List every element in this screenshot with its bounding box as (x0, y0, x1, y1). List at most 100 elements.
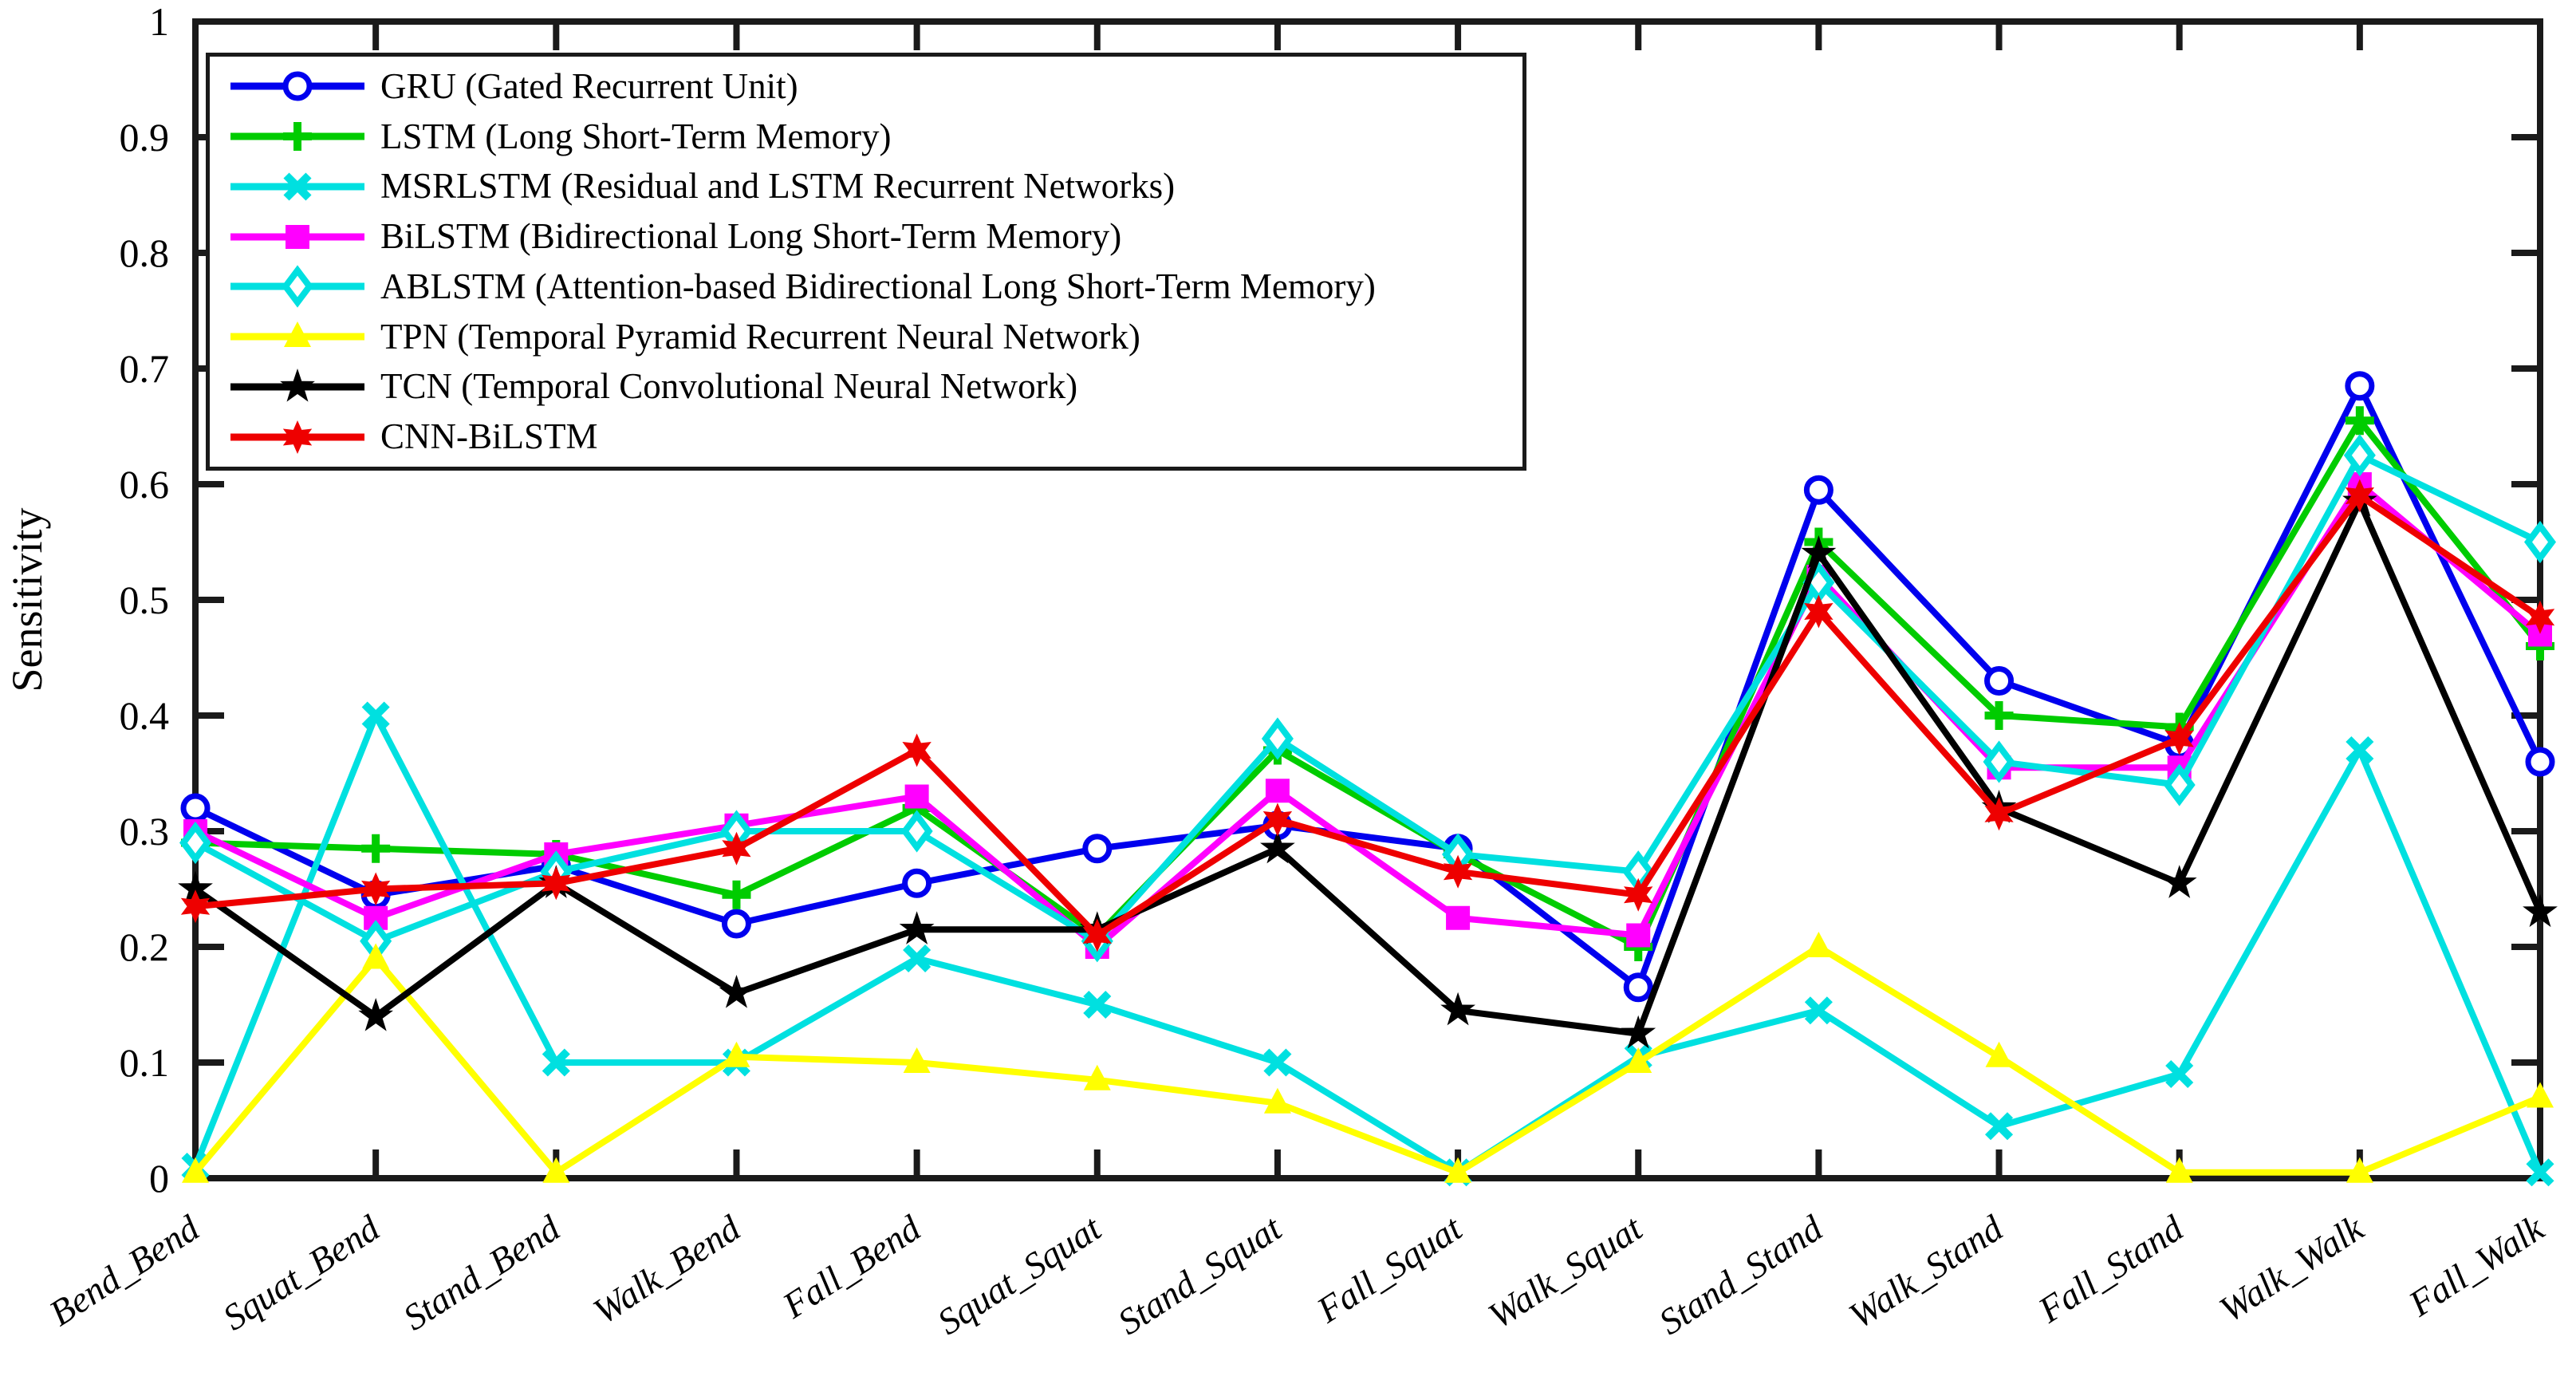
data-point-marker (900, 810, 933, 853)
data-point-marker (2524, 520, 2556, 564)
data-point-marker (1260, 830, 1295, 864)
legend: GRU (Gated Recurrent Unit) LSTM (Long Sho… (206, 53, 1526, 471)
series-line (194, 481, 2543, 950)
data-point-marker (1263, 1087, 1291, 1114)
series-line (195, 492, 2543, 939)
data-point-marker (2165, 1157, 2193, 1183)
legend-marker-sample (230, 71, 364, 101)
legend-item-label: CNN-BiLSTM (380, 416, 598, 457)
legend-item-label: LSTM (Long Short-Term Memory) (380, 116, 892, 156)
x-tick-label: Squat_Bend (215, 1207, 387, 1338)
data-point-marker (723, 1041, 750, 1067)
data-point-marker (2164, 722, 2194, 755)
data-point-marker (1984, 666, 2015, 696)
data-point-marker (1801, 535, 1837, 569)
data-point-marker (180, 889, 211, 924)
data-point-marker (2161, 865, 2197, 898)
data-point-marker (1262, 802, 1293, 837)
legend-item-label: BiLSTM (Bidirectional Long Short-Term Me… (380, 216, 1122, 257)
legend-item: GRU (Gated Recurrent Unit) (226, 63, 1522, 109)
legend-marker-sample (230, 368, 364, 402)
data-point-marker (1626, 923, 1651, 948)
data-point-marker (1440, 992, 1475, 1026)
data-point-marker (902, 733, 932, 767)
x-tick-label: Walk_Squat (1481, 1207, 1650, 1336)
x-tick-label: Fall_Bend (775, 1207, 928, 1327)
legend-marker-sample (230, 172, 364, 201)
data-point-marker (1805, 932, 1833, 957)
legend-marker-sample (230, 224, 364, 249)
x-tick-label: Walk_Walk (2212, 1207, 2372, 1331)
data-point-marker (179, 821, 211, 865)
data-point-marker (2165, 1059, 2194, 1089)
series-star5 (178, 483, 2558, 1049)
data-point-marker (902, 868, 932, 898)
data-point-marker (1625, 1047, 1652, 1073)
data-point-marker (1623, 972, 1653, 1003)
x-tick-label: Squat_Squat (930, 1207, 1109, 1343)
y-axis-label: Sensitivity (3, 507, 51, 692)
data-point-marker (1443, 854, 1473, 889)
legend-item: BiLSTM (Bidirectional Long Short-Term Me… (226, 214, 1522, 260)
series-line (192, 712, 2543, 1176)
y-tick-label: 0.6 (120, 462, 170, 507)
y-tick-label: 1 (149, 0, 169, 44)
data-point-marker (1984, 797, 2014, 831)
y-tick-label: 0.7 (120, 346, 170, 391)
data-point-marker (2527, 1082, 2554, 1108)
data-point-marker (1804, 996, 1833, 1025)
legend-marker-sample (230, 265, 364, 309)
legend-item: TPN (Temporal Pyramid Recurrent Neural N… (226, 313, 1522, 360)
data-point-marker (1621, 1015, 1656, 1049)
data-point-marker (2525, 747, 2555, 777)
data-point-marker (182, 1157, 209, 1183)
data-point-marker (2346, 1157, 2373, 1183)
data-point-marker (1265, 779, 1290, 803)
data-point-marker (178, 870, 213, 905)
series-line (194, 382, 2543, 991)
data-point-marker (2345, 371, 2375, 401)
series-line (194, 451, 2542, 944)
legend-item: ABLSTM (Attention-based Bidirectional Lo… (226, 263, 1522, 310)
data-point-marker (1083, 990, 1112, 1019)
data-point-marker (1803, 475, 1834, 505)
legend-item-label: MSRLSTM (Residual and LSTM Recurrent Net… (380, 166, 1176, 207)
series-diamond (179, 434, 2556, 963)
y-tick-label: 0.8 (120, 231, 170, 275)
data-point-marker (899, 911, 935, 944)
data-point-marker (2163, 763, 2196, 806)
x-tick-label: Walk_Bend (586, 1207, 748, 1331)
data-point-marker (719, 975, 754, 1008)
data-point-marker (2345, 479, 2374, 513)
data-point-marker (361, 701, 390, 730)
legend-item-label: ABLSTM (Attention-based Bidirectional Lo… (380, 266, 1376, 306)
y-tick-label: 0.3 (120, 809, 170, 854)
data-point-marker (361, 872, 391, 906)
data-point-marker (1261, 717, 1294, 760)
legend-marker-sample (230, 122, 364, 152)
y-tick-label: 0.4 (120, 693, 170, 738)
series-line (193, 498, 2543, 1037)
x-tick-label: Stand_Bend (396, 1207, 568, 1338)
data-point-marker (2346, 735, 2374, 765)
data-point-marker (903, 1047, 931, 1073)
data-point-marker (1984, 701, 2014, 730)
data-point-marker (362, 943, 390, 969)
data-point-marker (2525, 600, 2555, 634)
data-point-marker (358, 998, 393, 1031)
data-point-marker (282, 71, 313, 101)
legend-item: MSRLSTM (Residual and LSTM Recurrent Net… (226, 164, 1522, 210)
data-point-marker (2523, 893, 2558, 928)
legend-item-label: TPN (Temporal Pyramid Recurrent Neural N… (380, 316, 1140, 357)
data-point-marker (2345, 406, 2374, 436)
legend-item-label: GRU (Gated Recurrent Unit) (380, 65, 798, 106)
x-tick-label: Stand_Squat (1111, 1207, 1290, 1343)
legend-item-label: TCN (Temporal Convolutional Neural Netwo… (380, 366, 1078, 407)
data-point-marker (1624, 877, 1653, 912)
data-point-marker (282, 265, 313, 309)
series-line (195, 417, 2543, 950)
data-point-marker (542, 866, 571, 901)
series-star6 (180, 479, 2555, 952)
